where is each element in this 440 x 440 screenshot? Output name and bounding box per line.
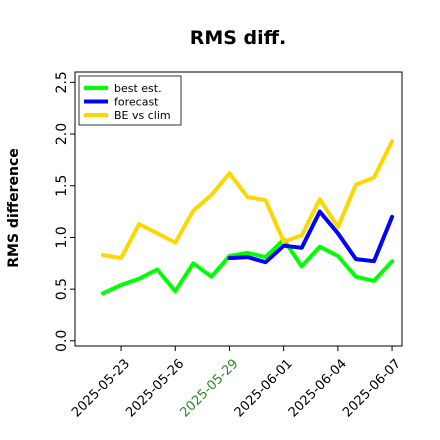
plot-frame bbox=[74, 71, 403, 347]
legend-label: BE vs clim bbox=[114, 109, 171, 122]
series-line-0 bbox=[101, 237, 395, 296]
y-axis-label: RMS difference bbox=[6, 148, 22, 268]
x-tick-label: 2025-06-07 bbox=[340, 356, 404, 420]
y-tick-label: 1.5 bbox=[54, 175, 70, 197]
series-line-1 bbox=[227, 209, 395, 265]
series-line-2 bbox=[101, 139, 395, 261]
y-tick-label: 1.0 bbox=[54, 226, 70, 248]
y-tick-label: 0.0 bbox=[54, 330, 70, 352]
plot-area: 0.00.51.01.52.02.52025-05-232025-05-2620… bbox=[54, 71, 404, 420]
y-tick-label: 0.5 bbox=[54, 278, 70, 300]
legend-label: best est. bbox=[114, 82, 162, 95]
y-tick-label: 2.0 bbox=[54, 123, 70, 145]
chart-title: RMS diff. bbox=[190, 27, 287, 49]
y-tick-label: 2.5 bbox=[54, 71, 70, 93]
legend-label: forecast bbox=[114, 96, 159, 109]
